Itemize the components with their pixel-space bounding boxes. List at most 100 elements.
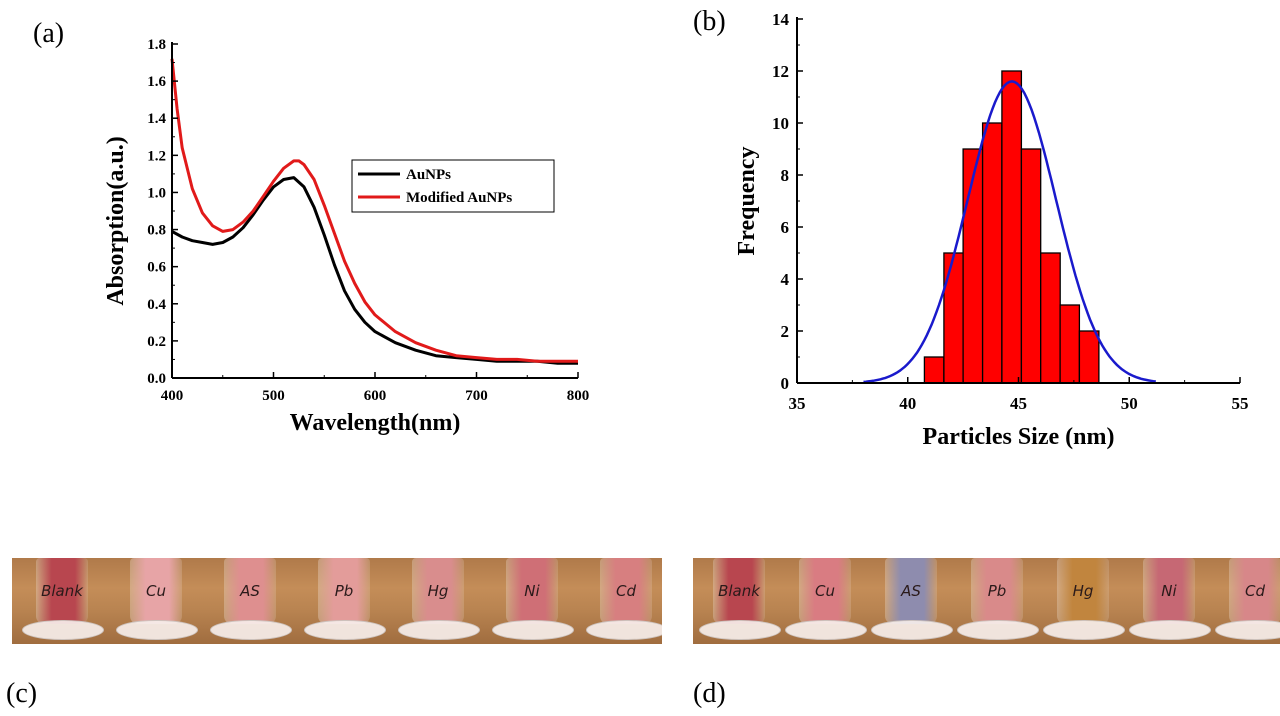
vial-cap-rim — [492, 620, 574, 640]
histogram-bar — [923, 356, 945, 384]
vial-solution — [600, 558, 652, 624]
y-tick-label: 0.4 — [147, 297, 166, 313]
histogram-bar — [943, 252, 964, 384]
vial-photo-d: Blank Cu AS Pb Hg Ni Cd — [693, 558, 1280, 644]
histogram-bar — [1059, 304, 1081, 384]
vial-cd: Cd — [1215, 558, 1280, 644]
vial-label: Cu — [146, 582, 166, 600]
vial-label: Blank — [41, 582, 83, 600]
y-tick-label: 14 — [772, 10, 790, 29]
vial-cap-rim — [586, 620, 662, 640]
legend-label: Modified AuNPs — [406, 190, 512, 206]
vial-cd: Cd — [586, 558, 662, 644]
y-tick-label: 1.8 — [147, 37, 166, 53]
vial-cap-rim — [1129, 620, 1211, 640]
y-tick-label: 0 — [781, 374, 790, 393]
vial-label: Cd — [1245, 582, 1265, 600]
x-tick-label: 600 — [364, 388, 387, 404]
vial-cap-rim — [871, 620, 953, 640]
y-tick-label: 6 — [781, 218, 790, 237]
panel-label-c: (c) — [6, 678, 38, 709]
vial-solution — [1143, 558, 1195, 624]
histogram-bar — [1020, 148, 1042, 384]
y-tick-label: 2 — [781, 322, 790, 341]
vial-label: Hg — [427, 582, 449, 600]
vial-solution — [799, 558, 851, 624]
vial-label: AS — [901, 582, 921, 600]
vial-label: Cd — [616, 582, 636, 600]
vial-hg: Hg — [398, 558, 480, 644]
x-axis-title: Particles Size (nm) — [923, 424, 1115, 450]
vial-as: AS — [210, 558, 292, 644]
vial-solution — [506, 558, 558, 624]
vial-cap-rim — [210, 620, 292, 640]
series-line-modified-aunps — [170, 58, 578, 363]
x-tick-label: 700 — [465, 388, 488, 404]
y-tick-label: 0.8 — [147, 223, 166, 239]
vial-cap-rim — [785, 620, 867, 640]
x-tick-label: 35 — [789, 394, 806, 413]
vial-label: Ni — [524, 582, 540, 600]
vial-cap-rim — [1215, 620, 1280, 640]
y-tick-label: 1.4 — [147, 111, 166, 127]
vial-ni: Ni — [492, 558, 574, 644]
vial-label: AS — [240, 582, 260, 600]
histogram-bar — [962, 148, 984, 384]
vial-pb: Pb — [957, 558, 1039, 644]
vial-cap-rim — [22, 620, 104, 640]
vial-pb: Pb — [304, 558, 386, 644]
y-tick-label: 1.0 — [147, 185, 166, 201]
x-tick-label: 50 — [1121, 394, 1138, 413]
vial-solution — [1057, 558, 1109, 624]
y-tick-label: 10 — [772, 114, 789, 133]
y-tick-label: 12 — [772, 62, 789, 81]
vial-solution — [318, 558, 370, 624]
histogram-bar — [1001, 70, 1023, 384]
vial-solution — [224, 558, 276, 624]
panel-label-b: (b) — [693, 6, 726, 37]
vial-cap-rim — [699, 620, 781, 640]
vial-cap-rim — [1043, 620, 1125, 640]
x-tick-label: 800 — [567, 388, 590, 404]
vial-solution — [36, 558, 88, 624]
histogram-bar — [981, 122, 1003, 384]
y-tick-label: 4 — [781, 270, 790, 289]
y-tick-label: 0.6 — [147, 260, 166, 276]
vial-cap-rim — [116, 620, 198, 640]
vial-ni: Ni — [1129, 558, 1211, 644]
x-tick-label: 500 — [262, 388, 285, 404]
vial-cap-rim — [304, 620, 386, 640]
vial-cap-rim — [398, 620, 480, 640]
vial-label: Pb — [334, 582, 354, 600]
y-tick-label: 8 — [781, 166, 790, 185]
vial-photo-c: Blank Cu AS Pb Hg Ni Cd — [12, 558, 662, 644]
y-tick-label: 1.6 — [147, 74, 166, 90]
legend-box — [351, 159, 555, 213]
y-axis-title: Frequency — [734, 147, 760, 256]
vial-solution — [1229, 558, 1280, 624]
vial-cap-rim — [957, 620, 1039, 640]
vial-cu: Cu — [785, 558, 867, 644]
vial-solution — [130, 558, 182, 624]
x-tick-label: 40 — [899, 394, 916, 413]
y-tick-label: 0.2 — [147, 334, 166, 350]
vial-label: Ni — [1161, 582, 1177, 600]
y-tick-label: 0.0 — [147, 371, 166, 387]
vial-hg: Hg — [1043, 558, 1125, 644]
vial-label: Hg — [1072, 582, 1094, 600]
gaussian-fit-curve — [863, 80, 1156, 384]
series-line-aunps — [171, 176, 578, 365]
x-axis-title: Wavelength(nm) — [290, 410, 461, 436]
vial-solution — [885, 558, 937, 624]
vial-label: Cu — [815, 582, 835, 600]
y-axis-title: Absorption(a.u.) — [103, 136, 129, 305]
y-tick-label: 1.2 — [147, 148, 166, 164]
histogram-bar — [1040, 252, 1061, 384]
vial-solution — [713, 558, 765, 624]
x-tick-label: 400 — [161, 388, 184, 404]
panel-label-d: (d) — [693, 678, 726, 709]
histogram-bar — [1078, 330, 1100, 384]
panel-label-a: (a) — [33, 18, 65, 49]
x-tick-label: 45 — [1010, 394, 1027, 413]
